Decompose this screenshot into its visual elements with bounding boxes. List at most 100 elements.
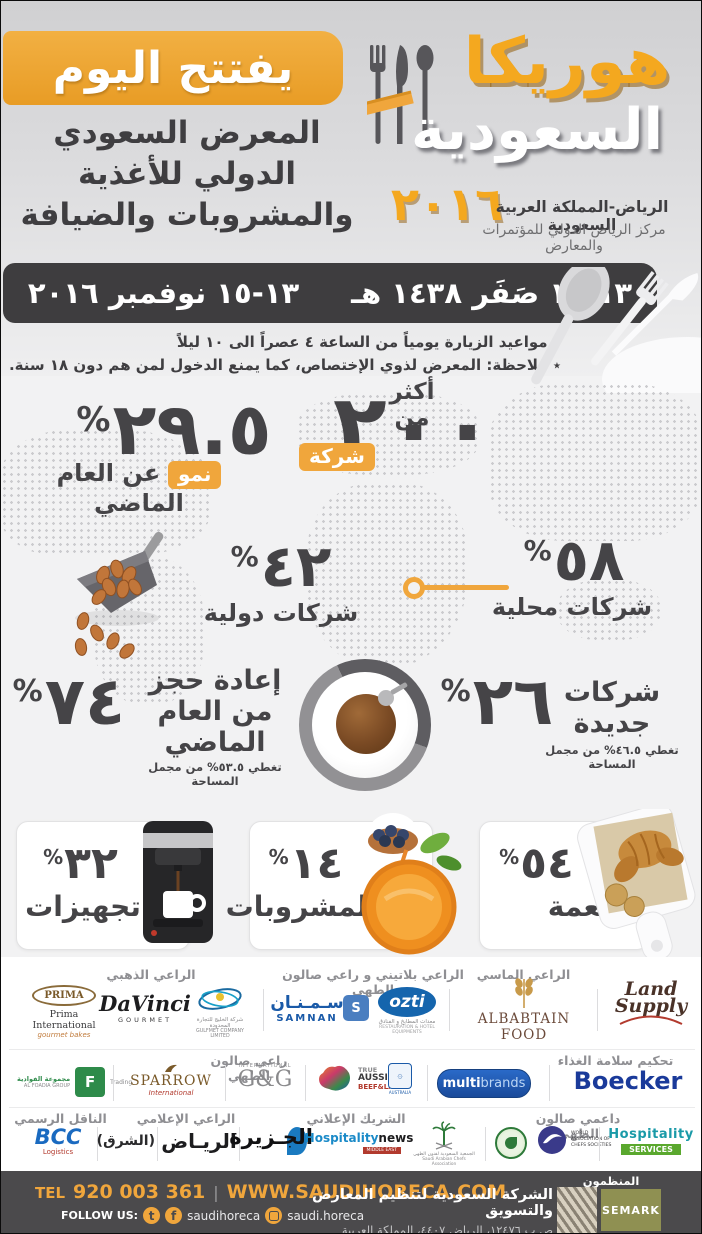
sponsor-separator-1 xyxy=(9,1049,695,1050)
food-safety-heading: تحكيم سلامة الغذاء xyxy=(557,1053,674,1068)
sponsor-separator-2 xyxy=(9,1107,695,1108)
stat-intl-value: % ٤٢ xyxy=(230,532,332,600)
logo-samnan: سـمـنـان SAMNAN xyxy=(270,993,344,1024)
stat-intl-label: شركات دولية xyxy=(203,599,359,627)
logo-tagline-venue: مركز الرياض الدولي للمؤتمرات والمعارض xyxy=(482,222,666,254)
logo-asharq: (الشرق) xyxy=(96,1133,155,1149)
cutlery-photo-art xyxy=(531,267,701,393)
wacs-globe-icon xyxy=(538,1126,566,1154)
prima-oval: PRIMA xyxy=(32,985,96,1006)
ozti-oval: ozti xyxy=(378,987,436,1017)
connector-line xyxy=(423,585,509,590)
divider xyxy=(449,989,450,1031)
website-url: WWW.SAUDIHORECA.COM xyxy=(226,1181,507,1203)
facebook-icon: f xyxy=(165,1207,183,1224)
semark-logo: SEMARK xyxy=(601,1189,661,1231)
note-visit-hours: ٭ مواعيد الزيارة يومياً من الساعة ٤ عصرا… xyxy=(176,333,561,351)
title-line-1: المعرض السعودي xyxy=(53,115,321,151)
logo-boecker: Boecker xyxy=(573,1067,683,1095)
wheat-icon xyxy=(515,978,533,1008)
sponsors-panel xyxy=(1,957,701,1171)
contact-line: TEL 920 003 361 | WWW.SAUDIHORECA.COM xyxy=(35,1181,507,1203)
logo-prima: PRIMA Prima International gourmet bakes xyxy=(23,985,105,1039)
australia-map-icon xyxy=(319,1065,350,1091)
title-line-2: الدولي للأغذية xyxy=(78,155,296,192)
date-gregorian: ١٣-١٥ نوفمبر ٢٠١٦ xyxy=(27,276,300,310)
opens-today-label: يفتتح اليوم xyxy=(52,42,294,94)
logo-hospitality-services: Hospitality SERVICES xyxy=(608,1127,694,1155)
measuring-spoon xyxy=(378,690,394,706)
equipment-value: % ٣٢ xyxy=(43,838,118,889)
halal-badge-icon: ۞ xyxy=(388,1063,412,1089)
divider xyxy=(97,1127,98,1161)
tel-number: 920 003 361 xyxy=(73,1181,206,1203)
logo-chefs-association: الجمعية السعودية لفنون الطهي Saudi Arabi… xyxy=(411,1121,477,1167)
map-dots-africa xyxy=(306,483,468,668)
logo-halal-cert: ۞ AUSTRALIA xyxy=(385,1063,415,1095)
culinary-sponsor-heading: راعي صالون الطهي xyxy=(210,1053,288,1083)
donut-ring xyxy=(299,659,431,791)
logo-ozti: ozti معدات المطابخ و الفنادق RESTAURATIO… xyxy=(375,987,439,1035)
semark-pattern-icon xyxy=(557,1187,597,1233)
sparrow-bird-icon xyxy=(165,1064,177,1072)
gold-sponsor-heading: الراعي الذهبي xyxy=(106,967,196,982)
carrier-heading: الناقل الرسمي xyxy=(14,1111,107,1126)
growth-badge: نمو xyxy=(167,461,222,489)
logo-saudi: السعودية xyxy=(410,97,664,163)
logo-albabtain: ALBABTAIN FOOD xyxy=(459,975,589,1043)
divider xyxy=(599,1127,600,1161)
organizers-label: المنظمون xyxy=(582,1174,640,1188)
beverage-image xyxy=(361,813,462,955)
twitter-icon: t xyxy=(143,1207,161,1224)
culinary-support-heading: داعمي صالون الطهي xyxy=(535,1111,621,1141)
stat-growth-value: % ٢٩.٥ xyxy=(76,387,272,471)
logo-alfoadia: مجموعة الفوادية AL FOADIA GROUP F Tradin… xyxy=(17,1067,132,1097)
logo-hospitality-news: Hospitalitynews MIDDLE EAST xyxy=(304,1131,414,1154)
logo-davinci: DaVinci GOURMET xyxy=(99,991,191,1024)
palm-emblem-icon xyxy=(432,1121,456,1150)
organizer-address: ص ب ١٢٤٧٦، الرياض ٤٤٠٧، المملكة العربية … xyxy=(341,1223,553,1234)
social-handle-2: saudi.horeca xyxy=(287,1208,365,1223)
logo-multibrands: multi brands xyxy=(437,1069,531,1098)
logo-year: ٢٠١٦ xyxy=(390,177,504,231)
logo-wacs: WORLD ASSOCIATION OF CHEFS SOCIETIES xyxy=(537,1125,615,1155)
map-dots-north-america xyxy=(1,429,213,557)
coffee-machine-image xyxy=(143,821,213,943)
instagram-icon xyxy=(265,1207,283,1224)
note-restrictions: ٭ ملاحظة: المعرض لذوي الإختصاص، كما يمنع… xyxy=(8,356,561,375)
divider xyxy=(427,1065,428,1101)
aljazirah-drop-icon xyxy=(287,1127,307,1155)
stat-rebook-value: % ٧٤ xyxy=(12,663,126,740)
measuring-spoon-handle xyxy=(389,681,409,696)
logo-gg: INTERNATIONAL G&G xyxy=(237,1063,293,1092)
divider xyxy=(157,1127,158,1161)
map-dots-australia xyxy=(557,579,661,641)
ribbon-badge xyxy=(367,90,414,116)
organizer-info: الشركة السعودية لتنظيم المعارض والتسويق … xyxy=(301,1187,553,1234)
ad-partner-heading: الشريك الإعلاني xyxy=(306,1111,406,1126)
social-line: FOLLOW US: t f saudihoreca saudi.horeca xyxy=(61,1207,364,1224)
logo-sparrow: SPARROW International xyxy=(123,1063,219,1097)
divider xyxy=(113,1065,114,1101)
divider xyxy=(305,1065,306,1101)
logo-land-supply: Land Supply xyxy=(607,979,695,1026)
culinary-guild-emblem-icon xyxy=(495,1127,527,1159)
stat-local-label: شركات محلية xyxy=(491,593,653,621)
land-supply-arc-icon xyxy=(619,1015,683,1026)
almond-scoop-image xyxy=(74,531,164,659)
stat-new-block: شركات جديدة تغطي ٤٦.٥% من مجمل المساحة xyxy=(531,677,693,771)
organizer-name: الشركة السعودية لتنظيم المعارض والتسويق xyxy=(312,1187,553,1219)
stat-new-label: شركات جديدة xyxy=(563,677,661,739)
stat-growth-label: نمو عن العام الماضي xyxy=(15,459,263,517)
stat-new-value: % ٢٦ xyxy=(440,663,554,740)
social-handle-1: saudihoreca xyxy=(187,1208,261,1223)
logo-gulfmet: شركة الخليج للتجارة المحدودة GULFMET COM… xyxy=(189,983,251,1039)
visit-notes: ٭ مواعيد الزيارة يومياً من الساعة ٤ عصرا… xyxy=(1,331,561,378)
divider xyxy=(597,989,598,1031)
divider xyxy=(549,1065,550,1101)
title-line-3: والمشروبات والضيافة xyxy=(20,196,354,233)
logo-horeca: هوريكا xyxy=(463,25,671,99)
donut-plate xyxy=(312,672,418,778)
cutlery-icon xyxy=(367,45,434,144)
